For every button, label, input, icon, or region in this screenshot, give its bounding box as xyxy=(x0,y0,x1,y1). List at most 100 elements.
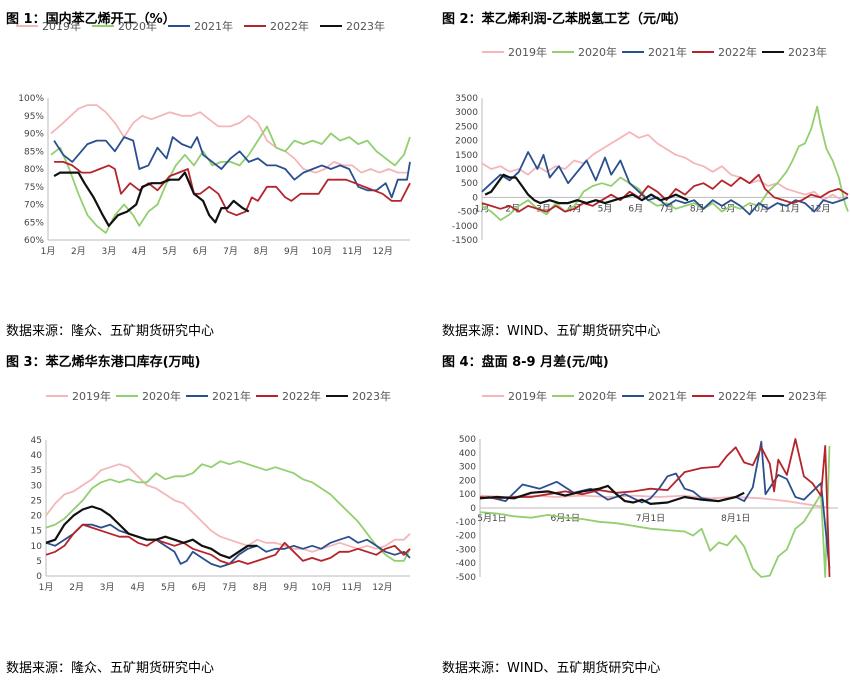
y-tick-label: 2500 xyxy=(455,122,478,132)
chart-svg: 2019年 2020年 2021年 2022年 2023年 0 5 10 15 20 25 30 35 4… xyxy=(31,389,411,593)
legend-label: 2023年 xyxy=(788,45,827,59)
legend-label: 2023年 xyxy=(788,389,827,403)
y-tick-label: -500 xyxy=(456,573,477,583)
legend-label: 2020年 xyxy=(118,19,157,33)
x-tick-label: 5月 xyxy=(598,203,613,214)
legend-label: 2023年 xyxy=(352,389,391,403)
legend-item: 2022年 xyxy=(692,45,757,59)
x-tick-label: 9月 xyxy=(283,582,298,593)
legend-label: 2020年 xyxy=(578,45,617,59)
legend-item: 2020年 xyxy=(116,389,181,403)
y-tick-label: 100% xyxy=(18,94,44,104)
chart-title: 图 1：国内苯乙烯开工（%） xyxy=(6,12,176,27)
y-tick-label: 3500 xyxy=(455,94,478,104)
series-line-3 xyxy=(53,136,411,199)
y-tick-label: -400 xyxy=(456,559,477,569)
x-tick-label: 10月 xyxy=(749,203,769,214)
y-tick-label: -300 xyxy=(456,545,477,555)
chart-svg: 2019年 2020年 2021年 2022年 2023年 60% 65% 70% 75% 80%… xyxy=(16,19,411,257)
x-tick-label: 3月 xyxy=(101,246,116,257)
legend-item: 2023年 xyxy=(762,45,827,59)
x-tick-label: 1月 xyxy=(41,246,56,257)
legend-label: 2021年 xyxy=(212,389,251,403)
chart-source: 数据来源：隆众、五矿期货研究中心 xyxy=(6,324,215,339)
y-tick-label: 80% xyxy=(24,165,44,175)
series-line-3 xyxy=(481,151,849,216)
legend-label: 2020年 xyxy=(142,389,181,403)
legend-label: 2022年 xyxy=(718,45,757,59)
chart-title: 图 2：苯乙烯利润-乙苯脱氢工艺（元/吨） xyxy=(442,12,687,27)
series-line-5 xyxy=(479,484,745,505)
y-tick-label: 3000 xyxy=(455,108,478,118)
y-tick-label: 75% xyxy=(24,183,44,193)
series-line-5 xyxy=(53,171,250,227)
legend-label: 2022年 xyxy=(718,389,757,403)
legend-item: 2019年 xyxy=(482,45,547,59)
legend-item: 2020年 xyxy=(552,389,617,403)
legend-label: 2020年 xyxy=(578,389,617,403)
legend-item: 2022年 xyxy=(692,389,757,403)
y-tick-label: 10 xyxy=(31,542,43,552)
legend-item: 2021年 xyxy=(168,19,233,33)
x-tick-label: 6月 xyxy=(628,203,643,214)
x-tick-label: 7月 xyxy=(222,582,237,593)
x-tick-label: 8月 xyxy=(690,203,705,214)
legend-item: 2023年 xyxy=(762,389,827,403)
y-tick-label: -1500 xyxy=(452,236,478,246)
legend-item: 2022年 xyxy=(256,389,321,403)
y-tick-label: -200 xyxy=(456,532,477,542)
y-tick-label: 2000 xyxy=(455,137,478,147)
y-tick-label: 45 xyxy=(31,436,42,446)
chart-svg: 2019年 2020年 2021年 2022年 2023年 -1500 -1000 -500 0… xyxy=(452,45,849,246)
y-tick-label: 0 xyxy=(470,504,476,514)
y-tick-label: 300 xyxy=(459,463,476,473)
chart-panel-1: 图 1：国内苯乙烯开工（%） 2019年 2020年 2021年 2022年 2023年… xyxy=(0,0,420,339)
legend-item: 2023年 xyxy=(320,19,385,33)
legend-item: 2023年 xyxy=(326,389,391,403)
legend-item: 2021年 xyxy=(622,389,687,403)
series-line-5 xyxy=(45,505,258,559)
legend-label: 2021年 xyxy=(648,389,687,403)
y-tick-label: 500 xyxy=(461,179,478,189)
x-tick-label: 7月1日 xyxy=(636,513,665,524)
x-tick-label: 8月 xyxy=(254,246,269,257)
x-tick-label: 11月 xyxy=(342,246,362,257)
x-tick-label: 10月 xyxy=(311,582,331,593)
x-tick-label: 12月 xyxy=(372,582,392,593)
x-tick-label: 3月 xyxy=(100,582,115,593)
series-line-3 xyxy=(45,523,411,568)
x-tick-label: 9月 xyxy=(721,203,736,214)
x-tick-label: 4月 xyxy=(132,246,147,257)
y-tick-label: 25 xyxy=(31,496,42,506)
x-tick-label: 8月 xyxy=(253,582,268,593)
y-tick-label: 85% xyxy=(24,147,44,157)
y-tick-label: 40 xyxy=(31,451,43,461)
x-tick-label: 6月 xyxy=(192,582,207,593)
y-tick-label: 5 xyxy=(36,557,42,567)
y-tick-label: 400 xyxy=(459,449,476,459)
y-tick-label: 0 xyxy=(36,572,42,582)
legend-label: 2023年 xyxy=(346,19,385,33)
chart-panel-3: 图 3：苯乙烯华东港口库存(万吨) 2019年 2020年 2021年 2022年 20… xyxy=(0,343,420,679)
legend-label: 2021年 xyxy=(194,19,233,33)
legend-label: 2019年 xyxy=(72,389,111,403)
x-tick-label: 3月 xyxy=(536,203,551,214)
x-tick-label: 12月 xyxy=(810,203,830,214)
series-line-1 xyxy=(50,104,407,174)
series-line-1 xyxy=(481,131,849,202)
y-tick-label: 0 xyxy=(472,193,478,203)
legend-item: 2020年 xyxy=(92,19,157,33)
legend-label: 2022年 xyxy=(270,19,309,33)
legend-label: 2019年 xyxy=(42,19,81,33)
legend-label: 2021年 xyxy=(648,45,687,59)
series-line-5 xyxy=(484,173,689,205)
y-tick-label: 1000 xyxy=(455,165,478,175)
legend-item: 2020年 xyxy=(552,45,617,59)
y-tick-label: -100 xyxy=(456,518,477,528)
x-tick-label: 7月 xyxy=(223,246,238,257)
y-tick-label: -500 xyxy=(458,208,479,218)
x-tick-label: 10月 xyxy=(312,246,332,257)
x-tick-label: 11月 xyxy=(342,582,362,593)
y-tick-label: 60% xyxy=(24,236,44,246)
chart-title: 图 3：苯乙烯华东港口库存(万吨) xyxy=(6,355,201,370)
